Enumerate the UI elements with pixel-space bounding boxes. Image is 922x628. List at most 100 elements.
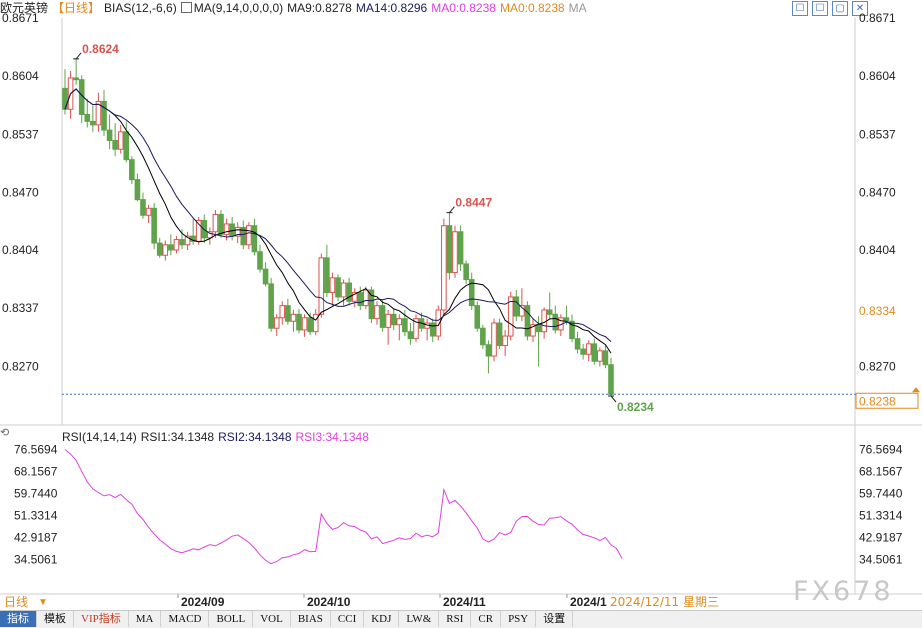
candle-body-16: [151, 207, 157, 244]
indicator-tab-bar: 指标 模板 VIP指标 MA MACD BOLL VOL BIAS CCI KDJ LW& RSI CR…: [0, 610, 922, 628]
rsi2-value: RSI2:34.1348: [218, 430, 292, 444]
tab-7[interactable]: BIAS: [291, 611, 331, 627]
tab-8[interactable]: CCI: [331, 611, 365, 627]
candle-body-52: [351, 292, 358, 302]
refresh-icon: ⟲: [0, 426, 9, 439]
tab-9[interactable]: KDJ: [364, 611, 400, 627]
ma-price-tag: 0.8334: [859, 304, 896, 318]
candle-body-47: [324, 257, 330, 294]
candle-body-18: [162, 244, 169, 256]
rsi-params-label: RSI(14,14,14): [62, 430, 137, 444]
candle-body-42: [296, 313, 302, 331]
tab-3[interactable]: MA: [129, 611, 162, 627]
ma14-value: MA14:0.8296: [355, 1, 428, 15]
candle-body-36: [262, 268, 269, 285]
tab-14[interactable]: 设置: [536, 611, 574, 627]
candle-body-75: [480, 327, 486, 346]
ma-tag-bg: [856, 302, 918, 319]
date-axis: 2024/09 2024/10 2024/11 2024/1 2024/12/11 星期…: [0, 593, 922, 609]
candle-body-43: [301, 317, 308, 331]
ma-tail-label: MA: [568, 1, 587, 15]
tab-0[interactable]: 指标: [0, 611, 37, 627]
candle-body-26: [207, 231, 213, 239]
candle-body-93: [580, 348, 586, 355]
ma14-line: [64, 88, 612, 342]
ma0-value-orange: MA0:0.8238: [499, 1, 565, 15]
close-icon[interactable]: ✕: [852, 1, 868, 16]
candle-body-71: [457, 231, 464, 265]
bias-indicator-label: BIAS(12,-6,6): [104, 1, 177, 15]
candle-body-34: [251, 225, 258, 253]
checkbox-icon[interactable]: [180, 2, 192, 13]
current-price-tag: 0.8238: [859, 394, 896, 408]
rsi3-value: RSI3:34.1348: [295, 430, 369, 444]
price-tick-left-3: 0.8470: [2, 186, 39, 200]
candle-body-17: [156, 242, 163, 256]
candle-body-83: [524, 305, 531, 337]
candle-body-74: [474, 305, 481, 329]
rsi-axis: 76.5694 76.5694 68.1567 68.1567 59.7440 59.74…: [14, 442, 903, 566]
x-label-2: 2024/11: [443, 595, 486, 609]
window-tile-icon[interactable]: ☐: [812, 1, 828, 16]
candle-body-53: [357, 292, 364, 307]
candle-body-88: [552, 313, 559, 331]
candle-body-19: [168, 244, 174, 251]
window-maximize-icon[interactable]: ▢: [832, 1, 848, 16]
candle-series[interactable]: [62, 58, 614, 396]
rsi-tick-right-1: 68.1567: [859, 464, 903, 478]
tab-5[interactable]: BOLL: [209, 611, 254, 627]
candle-body-45: [312, 313, 319, 333]
candle-body-31: [234, 226, 241, 237]
rsi-tick-left-4: 42.9187: [14, 531, 58, 545]
tab-13[interactable]: PSY: [501, 611, 537, 627]
moving-average-lines: [64, 88, 612, 354]
candle-body-78: [496, 322, 503, 347]
tab-2[interactable]: VIP指标: [74, 611, 129, 627]
tab-4[interactable]: MACD: [161, 611, 210, 627]
candle-body-20: [173, 239, 180, 251]
candle-body-8: [106, 129, 113, 142]
rsi-tick-left-1: 68.1567: [14, 464, 58, 478]
ma9-line: [64, 88, 612, 354]
candle-body-80: [507, 296, 514, 337]
current-price-tag-box: [855, 392, 919, 409]
rsi-series: [64, 449, 623, 565]
tab-6[interactable]: VOL: [253, 611, 291, 627]
chart-legend: 欧元英镑 【日线】 BIAS(12,-6,6) MA(9,14,0,0,0,0) MA9…: [0, 0, 790, 16]
x-label-1: 2024/10: [307, 595, 351, 609]
candle-body-81: [513, 296, 520, 317]
rsi1-value: RSI1:34.1348: [140, 430, 215, 444]
tab-12[interactable]: CR: [471, 611, 502, 627]
candle-body-67: [435, 309, 442, 337]
candle-body-28: [218, 213, 224, 235]
mid-high-annotation-pointer: [449, 206, 455, 213]
candle-body-33: [246, 225, 252, 246]
candle-body-4: [84, 113, 91, 122]
price-tick-right-3: 0.8470: [859, 186, 896, 200]
candle-body-63: [413, 318, 419, 340]
tab-1[interactable]: 模板: [37, 611, 74, 627]
tab-10[interactable]: LW&: [399, 611, 440, 627]
candle-body-39: [279, 305, 286, 319]
caret-down-icon[interactable]: ▼: [38, 597, 48, 608]
candle-body-40: [285, 305, 291, 322]
tab-11[interactable]: RSI: [439, 611, 472, 627]
period-selector[interactable]: 日线: [4, 595, 29, 609]
rsi-tick-left-5: 34.5061: [14, 553, 58, 567]
candle-body-77: [491, 322, 497, 357]
low-annotation-pointer: [610, 395, 617, 403]
candle-body-73: [468, 279, 475, 307]
candle-body-7: [101, 100, 107, 131]
candle-body-50: [340, 282, 347, 298]
window-restore-icon[interactable]: ☐: [792, 1, 808, 16]
candle-body-29: [223, 223, 230, 235]
candle-body-51: [346, 282, 352, 302]
rsi-tick-left-2: 59.7440: [14, 486, 58, 500]
candle-body-6: [95, 100, 102, 126]
period-label[interactable]: 【日线】: [52, 1, 101, 15]
candle-body-22: [184, 235, 191, 246]
rsi-tick-right-0: 76.5694: [859, 442, 903, 456]
candle-body-96: [597, 350, 603, 362]
candle-body-59: [390, 313, 397, 326]
